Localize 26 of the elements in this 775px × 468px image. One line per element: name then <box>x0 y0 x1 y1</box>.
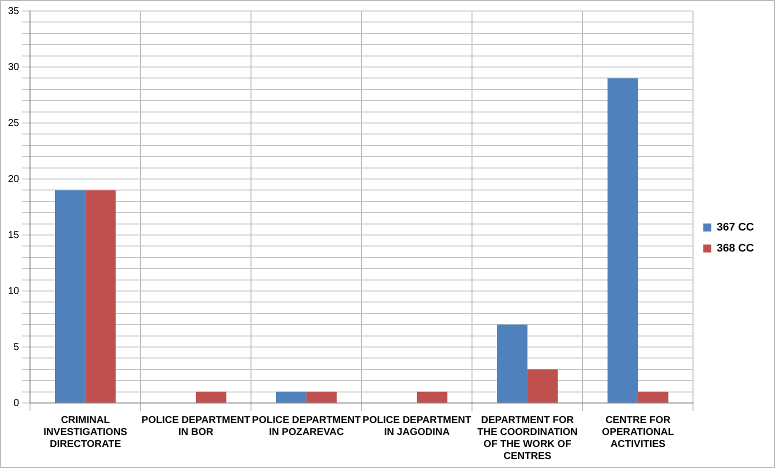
bar <box>196 392 226 402</box>
legend-label: 368 CC <box>716 242 754 255</box>
y-tick-label: 10 <box>8 286 20 297</box>
y-tick-label: 0 <box>14 398 20 409</box>
x-tick-label: CRIMINAL INVESTIGATIONS DIRECTORATE <box>44 414 128 450</box>
y-tick-label: 35 <box>8 6 20 17</box>
bar <box>276 392 306 402</box>
y-tick-label: 25 <box>8 118 20 129</box>
bar <box>638 392 668 402</box>
bar <box>416 392 448 402</box>
y-tick-label: 30 <box>8 62 20 73</box>
y-tick-label: 5 <box>14 342 20 353</box>
bar <box>306 392 337 402</box>
x-tick-label: CENTRE FOR OPERATIONAL ACTIVITIES <box>602 414 674 450</box>
x-tick-label: DEPARTMENT FOR THE COORDINATION OF THE WORK OF CENTRES <box>477 414 578 462</box>
x-tick-label: POLICE DEPARTMENT IN POZAREVAC <box>252 414 361 438</box>
bar <box>85 190 116 402</box>
x-tick-label: POLICE DEPARTMENT IN JAGODINA <box>362 414 472 438</box>
legend-label: 367 CC <box>716 222 754 234</box>
bar <box>497 324 528 402</box>
bar <box>608 78 638 402</box>
bar <box>54 190 86 402</box>
y-tick-label: 20 <box>8 174 20 185</box>
bar <box>527 369 558 402</box>
x-tick-label: POLICE DEPARTMENT IN BOR <box>142 414 250 438</box>
y-tick-label: 15 <box>8 230 20 241</box>
